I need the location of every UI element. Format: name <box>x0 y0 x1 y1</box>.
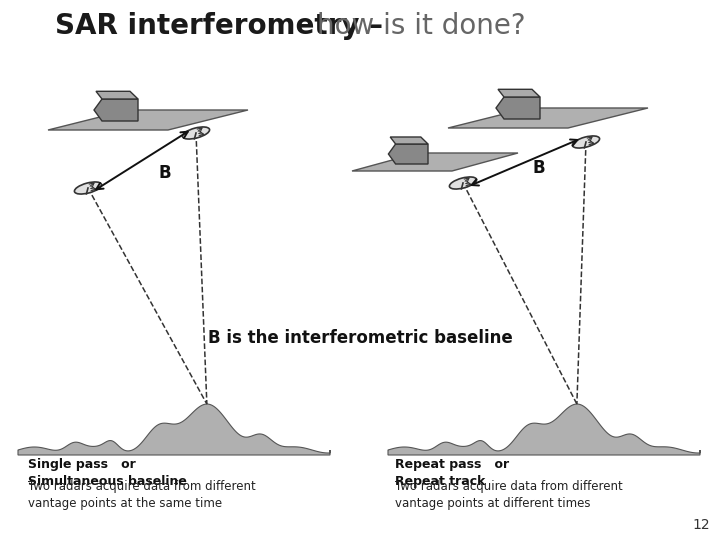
Text: B is the interferometric baseline: B is the interferometric baseline <box>207 329 513 347</box>
Polygon shape <box>498 89 540 97</box>
Text: Repeat pass   or
Repeat track: Repeat pass or Repeat track <box>395 458 509 488</box>
Polygon shape <box>388 404 700 455</box>
Ellipse shape <box>449 177 477 189</box>
Polygon shape <box>94 99 138 121</box>
Text: Two radars acquire data from different
vantage points at different times: Two radars acquire data from different v… <box>395 480 623 510</box>
Text: Two radars acquire data from different
vantage points at the same time: Two radars acquire data from different v… <box>28 480 256 510</box>
Polygon shape <box>48 110 248 130</box>
Polygon shape <box>18 404 330 455</box>
Polygon shape <box>96 91 138 99</box>
Polygon shape <box>352 153 518 171</box>
Text: how is it done?: how is it done? <box>317 12 526 40</box>
Text: 12: 12 <box>693 518 710 532</box>
Polygon shape <box>448 108 648 128</box>
Polygon shape <box>390 137 428 144</box>
Polygon shape <box>388 144 428 164</box>
Polygon shape <box>496 97 540 119</box>
Text: SAR interferometry –: SAR interferometry – <box>55 12 392 40</box>
Text: B: B <box>532 159 544 177</box>
Text: Single pass   or
Simultaneous baseline: Single pass or Simultaneous baseline <box>28 458 187 488</box>
Ellipse shape <box>572 136 600 148</box>
Text: B: B <box>158 164 171 182</box>
Ellipse shape <box>74 182 102 194</box>
Ellipse shape <box>182 127 210 139</box>
